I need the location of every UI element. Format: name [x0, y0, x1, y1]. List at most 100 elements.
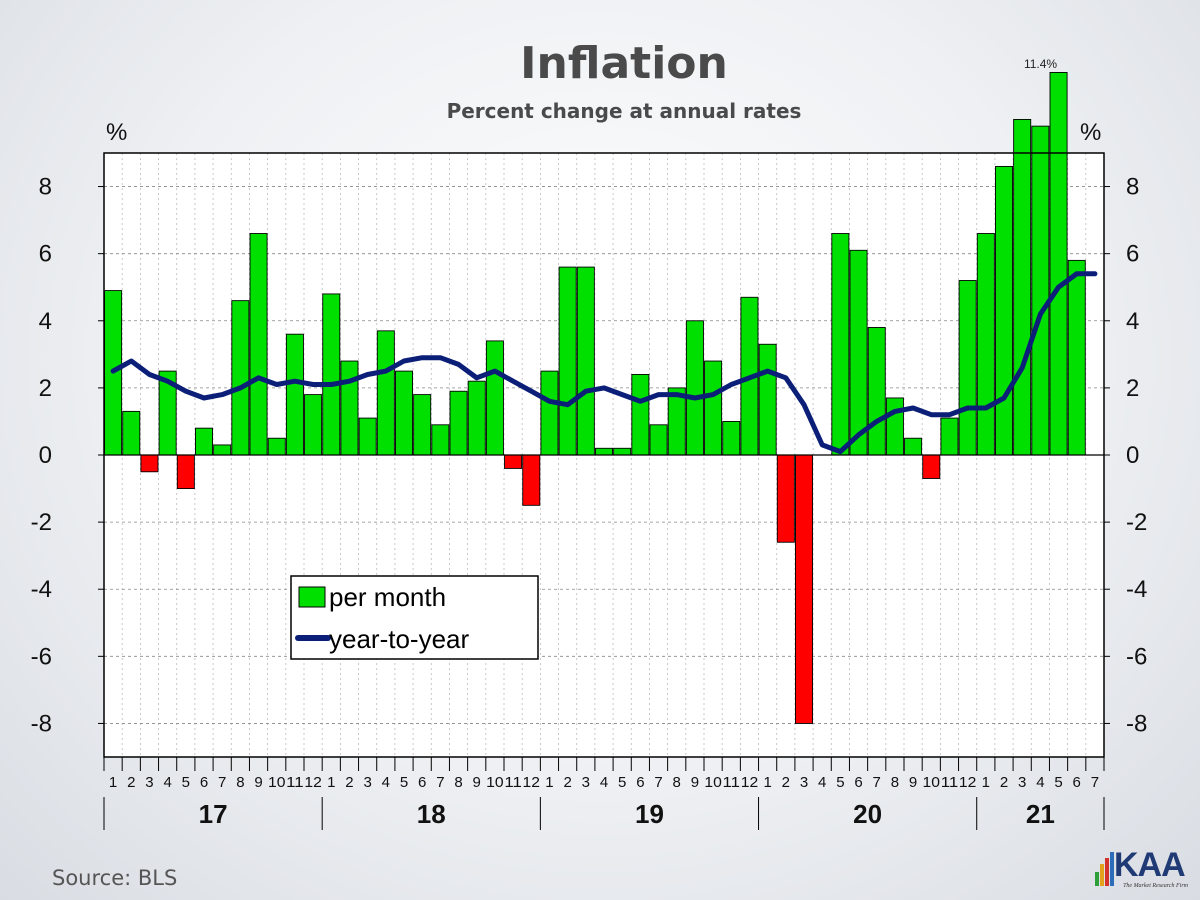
bar-month: [304, 394, 323, 456]
month-label: 11: [504, 774, 521, 791]
bar-month: [576, 266, 595, 456]
bar-month: [631, 374, 650, 456]
month-label: 2: [345, 774, 353, 791]
right-tick-label: 8: [1126, 174, 1139, 201]
bar-month: [976, 233, 995, 456]
right-tick-label: -2: [1126, 509, 1147, 536]
x-axis: 1 2 3 4 5 6 7 8 9 10 11 12 1 2 3 4 5 6 7 8 9 10 11 12 1 2 3 4 5 6 7 8 9 1…: [103, 757, 1105, 830]
year-label: 19: [635, 799, 664, 829]
month-label: 5: [400, 774, 408, 791]
bar-month: [376, 330, 395, 456]
bar-month: [285, 333, 304, 456]
bar-month: [140, 454, 159, 473]
bar-month: [776, 454, 795, 543]
month-label: 7: [218, 774, 226, 791]
left-tick-label: -6: [31, 643, 52, 670]
bar-month: [685, 320, 704, 456]
bar-month: [1013, 118, 1032, 456]
month-label: 8: [891, 774, 899, 791]
month-label: 9: [254, 774, 262, 791]
month-label: 5: [836, 774, 844, 791]
month-label: 12: [741, 774, 758, 791]
bar-month: [940, 417, 959, 456]
month-label: 6: [1073, 774, 1081, 791]
bar-month: [485, 340, 504, 456]
right-tick-label: -6: [1126, 643, 1147, 670]
right-tick-label: 2: [1126, 375, 1139, 402]
month-label: 1: [327, 774, 335, 791]
bar-month: [722, 420, 741, 456]
bar-month: [358, 417, 377, 456]
bar-month: [995, 165, 1013, 456]
bar-month: [1049, 72, 1068, 456]
year-label: 20: [853, 799, 882, 829]
bar-month: [885, 397, 904, 456]
legend-label-year-to-year: year-to-year: [329, 624, 469, 654]
month-label: 4: [382, 774, 390, 791]
month-label: 1: [763, 774, 771, 791]
month-label: 7: [873, 774, 881, 791]
bar-month: [267, 437, 286, 456]
right-unit-label: %: [1080, 119, 1101, 146]
month-label: 11: [286, 774, 303, 791]
left-unit-label: %: [106, 119, 127, 146]
bar-month: [558, 266, 577, 456]
bar-month: [413, 394, 432, 456]
logo-wordmark: KAA: [1114, 846, 1186, 884]
left-tick-label: -4: [31, 576, 52, 603]
bar-month: [1031, 125, 1050, 456]
bar-month: [195, 427, 213, 456]
month-label: 6: [200, 774, 208, 791]
month-label: 9: [473, 774, 481, 791]
bar-month: [1067, 259, 1086, 456]
month-label: 12: [304, 774, 321, 791]
month-label: 3: [582, 774, 590, 791]
month-label: 3: [363, 774, 371, 791]
bar-month: [958, 280, 977, 456]
bar-month: [395, 370, 413, 456]
month-label: 1: [545, 774, 553, 791]
legend-swatch-per-month: [298, 586, 326, 608]
left-tick-label: 6: [39, 241, 52, 268]
month-label: 3: [145, 774, 153, 791]
month-label: 8: [236, 774, 244, 791]
legend: per month year-to-year: [290, 575, 539, 660]
month-label: 7: [436, 774, 444, 791]
company-logo: KAA The Market Research Firm: [1094, 846, 1188, 894]
right-tick-label: -4: [1126, 576, 1147, 603]
month-label: 4: [163, 774, 171, 791]
left-tick-label: 8: [39, 174, 52, 201]
right-tick-label: -8: [1126, 710, 1147, 737]
month-label: 3: [1018, 774, 1026, 791]
month-label: 1: [982, 774, 990, 791]
chart-subtitle: Percent change at annual rates: [447, 99, 802, 123]
month-label: 7: [1091, 774, 1099, 791]
logo-bars-icon: [1095, 852, 1114, 886]
logo-tagline: The Market Research Firm: [1123, 883, 1188, 889]
left-tick-label: 4: [39, 308, 52, 335]
bar-month: [595, 447, 613, 456]
month-label: 6: [854, 774, 862, 791]
bar-month: [649, 424, 668, 456]
month-label: 4: [1036, 774, 1044, 791]
left-tick-label: 0: [39, 442, 52, 469]
month-label: 10: [704, 774, 721, 791]
month-label: 6: [418, 774, 426, 791]
month-label: 9: [909, 774, 917, 791]
bar-month: [322, 293, 341, 456]
bar-month: [922, 454, 941, 479]
bar-month: [431, 424, 450, 456]
month-label: 1: [109, 774, 117, 791]
right-tick-label: 6: [1126, 241, 1139, 268]
legend-label-per-month: per month: [329, 582, 446, 612]
bars: [104, 72, 1086, 724]
bar-month: [522, 454, 541, 506]
bar-month: [249, 233, 268, 456]
left-tick-label: -8: [31, 710, 52, 737]
month-label: 7: [654, 774, 662, 791]
year-label: 21: [1026, 799, 1055, 829]
chart-title: Inflation: [520, 38, 728, 89]
month-label: 4: [600, 774, 608, 791]
y-axis-ticks: -8 -8 -6 -6 -4 -4 -2 -2 0 0 2 2 4 4 6 6 8 8: [31, 174, 1148, 738]
bar-month: [613, 447, 632, 456]
